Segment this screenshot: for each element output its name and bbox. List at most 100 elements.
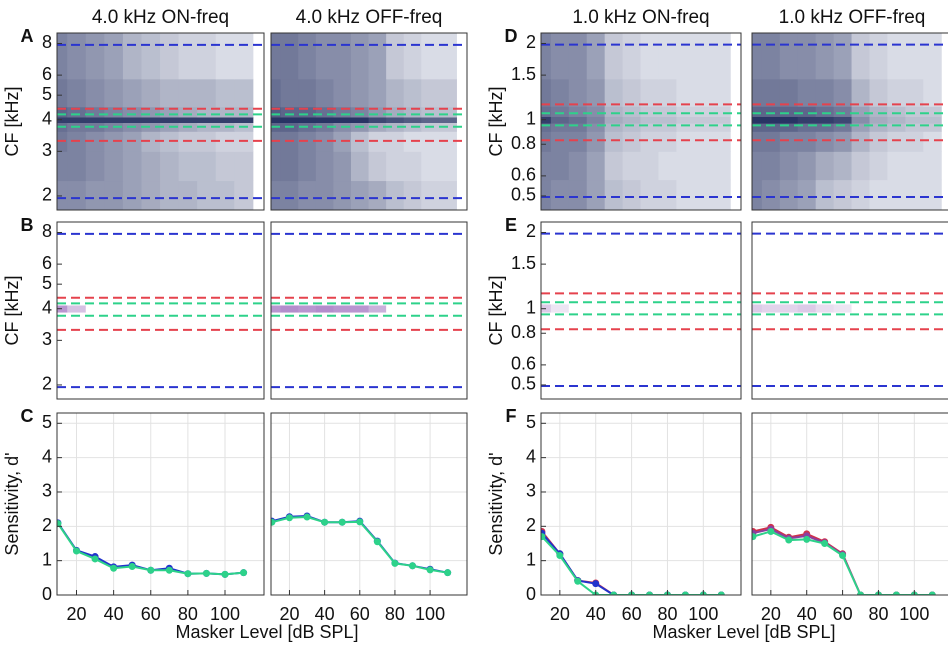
x-tick-label: 60: [833, 604, 853, 624]
heat-cell: [85, 116, 105, 123]
heat-cell: [752, 33, 763, 80]
x-tick-label: 40: [586, 604, 606, 624]
heat-cell: [178, 33, 198, 80]
heat-cell: [271, 78, 282, 108]
heat-cell: [712, 179, 731, 210]
y-tick-label: 8: [42, 32, 52, 52]
data-point: [110, 564, 118, 572]
heat-cell: [197, 305, 217, 313]
heat-cell: [57, 151, 68, 182]
heat-cell: [280, 151, 299, 182]
x-tick-label: 40: [315, 604, 335, 624]
heat-cell: [779, 131, 799, 152]
heat-cell: [350, 305, 370, 313]
heat-cell: [271, 116, 282, 123]
heat-cell: [568, 106, 588, 117]
data-point: [426, 566, 434, 574]
heat-cell: [141, 180, 161, 210]
y-tick-label: 0.8: [511, 322, 536, 342]
heat-cell: [833, 151, 853, 181]
heat-cell: [122, 180, 142, 210]
heat-cell: [234, 180, 254, 210]
heat-cell: [658, 78, 677, 107]
y-tick-label: 0.6: [511, 165, 536, 185]
data-point: [646, 591, 654, 595]
data-point: [391, 559, 399, 567]
heat-cell: [438, 78, 457, 108]
heat-cell: [438, 106, 457, 118]
x-tick-label: 80: [385, 604, 405, 624]
data-point: [57, 520, 62, 528]
heat-cell: [622, 179, 642, 210]
heat-cell: [568, 151, 588, 181]
y-tick-label: 5: [42, 273, 52, 293]
heat-cell: [905, 78, 924, 107]
heat-cell: [923, 179, 942, 210]
heat-cell: [67, 305, 87, 313]
heat-cell: [122, 33, 142, 80]
heat-cell: [833, 131, 853, 152]
heat-cell: [333, 78, 352, 108]
y-tick-label: 0: [42, 584, 52, 604]
heat-cell: [869, 78, 888, 107]
heat-cell: [350, 180, 370, 210]
heat-cell: [85, 305, 105, 313]
heat-cell: [851, 78, 870, 107]
heat-cell: [779, 304, 799, 313]
heat-cell: [815, 179, 835, 210]
heat-cell: [333, 33, 352, 80]
heat-cell: [833, 116, 853, 124]
heat-cell: [851, 33, 870, 80]
heat-cell: [604, 106, 624, 117]
panel-bg: [752, 413, 948, 595]
panel: [57, 33, 264, 210]
heat-cell: [752, 179, 763, 210]
data-point: [767, 527, 775, 535]
heat-cell: [694, 179, 713, 210]
panel-title: 4.0 kHz ON-freq: [92, 7, 229, 28]
heat-cell: [122, 78, 142, 108]
heat-cell: [712, 131, 731, 152]
heat-cell: [676, 116, 695, 124]
heat-cell: [869, 179, 888, 210]
heat-cell: [215, 116, 235, 123]
heat-cell: [851, 123, 870, 132]
heat-cell: [779, 33, 799, 80]
panel: [541, 413, 741, 595]
heat-cell: [887, 123, 906, 132]
heat-cell: [905, 151, 924, 181]
heat-cell: [298, 78, 317, 108]
heat-cell: [215, 305, 235, 313]
heat-cell: [541, 116, 552, 124]
heat-cell: [333, 180, 352, 210]
panel-frame: [56, 221, 265, 400]
heat-cell: [215, 33, 235, 80]
heat-cell: [815, 151, 835, 181]
heat-cell: [887, 179, 906, 210]
heat-cell: [234, 116, 254, 123]
heat-cell: [923, 131, 942, 152]
heat-cell: [104, 106, 124, 118]
heat-cell: [568, 116, 588, 124]
heat-cell: [57, 116, 68, 123]
heat-cell: [923, 304, 942, 313]
heat-cell: [887, 78, 906, 107]
heat-cell: [315, 151, 334, 182]
heat-cell: [197, 78, 217, 108]
y-tick-label: 3: [42, 140, 52, 160]
heat-cell: [761, 151, 781, 181]
heat-cell: [104, 33, 124, 80]
heat-cell: [815, 304, 835, 313]
heat-cell: [640, 33, 659, 80]
heat-cell: [869, 304, 888, 313]
heat-cell: [178, 78, 198, 108]
heat-cell: [905, 131, 924, 152]
heat-cell: [797, 33, 817, 80]
panel-bg: [541, 413, 741, 595]
heat-cell: [271, 106, 282, 118]
heat-cell: [298, 116, 317, 123]
heat-cell: [421, 78, 440, 108]
heat-cell: [315, 180, 334, 210]
heat-cell: [887, 106, 906, 117]
heat-cell: [586, 304, 606, 313]
